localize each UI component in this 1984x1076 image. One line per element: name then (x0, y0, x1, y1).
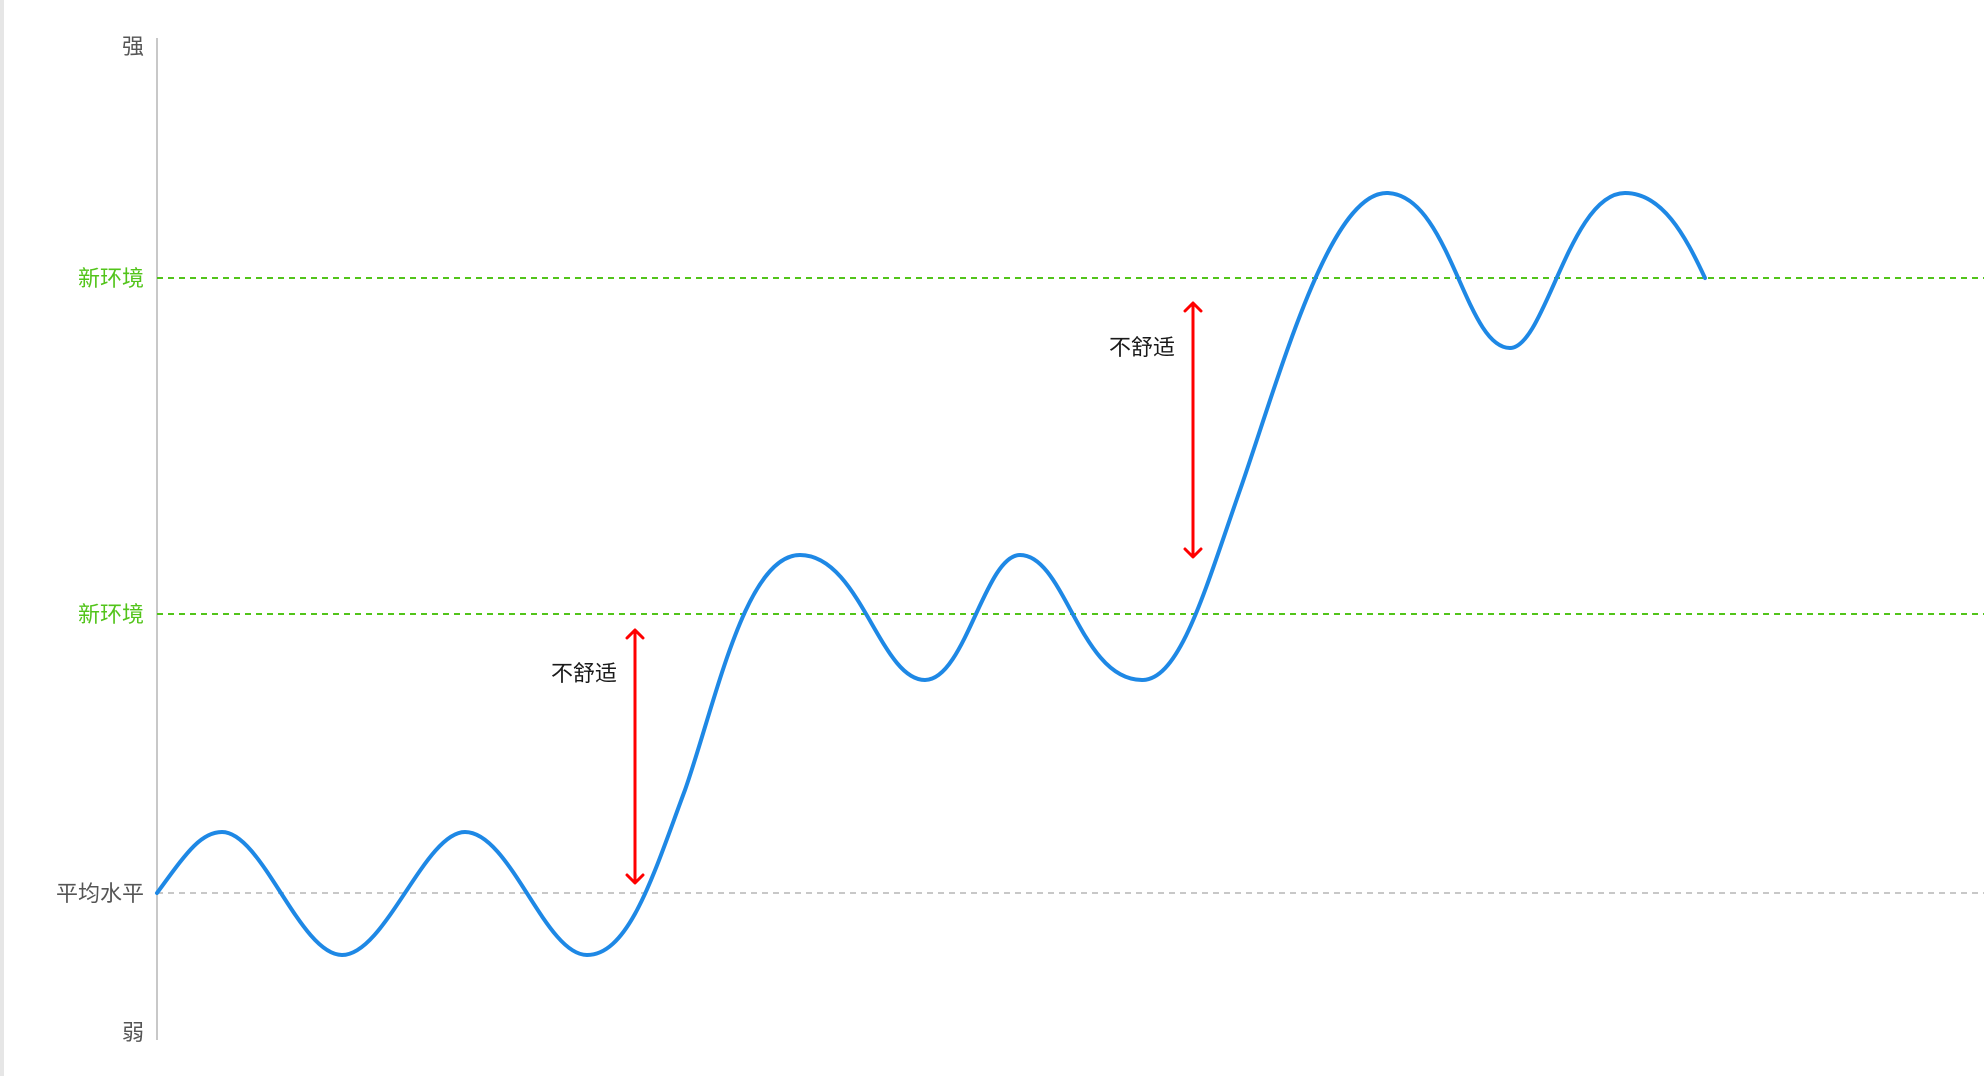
average-level-label: 平均水平 (56, 882, 144, 907)
left-edge-strip (0, 0, 4, 1076)
new-env-label-1: 新环境 (78, 603, 144, 628)
adaptation-curve (155, 190, 1707, 957)
discomfort-label-2: 不舒适 (1109, 336, 1175, 361)
discomfort-label-1: 不舒适 (551, 662, 617, 687)
axis-bottom-label: 弱 (122, 1021, 144, 1046)
new-env-label-2: 新环境 (78, 267, 144, 292)
axis-top-label: 强 (122, 35, 144, 60)
